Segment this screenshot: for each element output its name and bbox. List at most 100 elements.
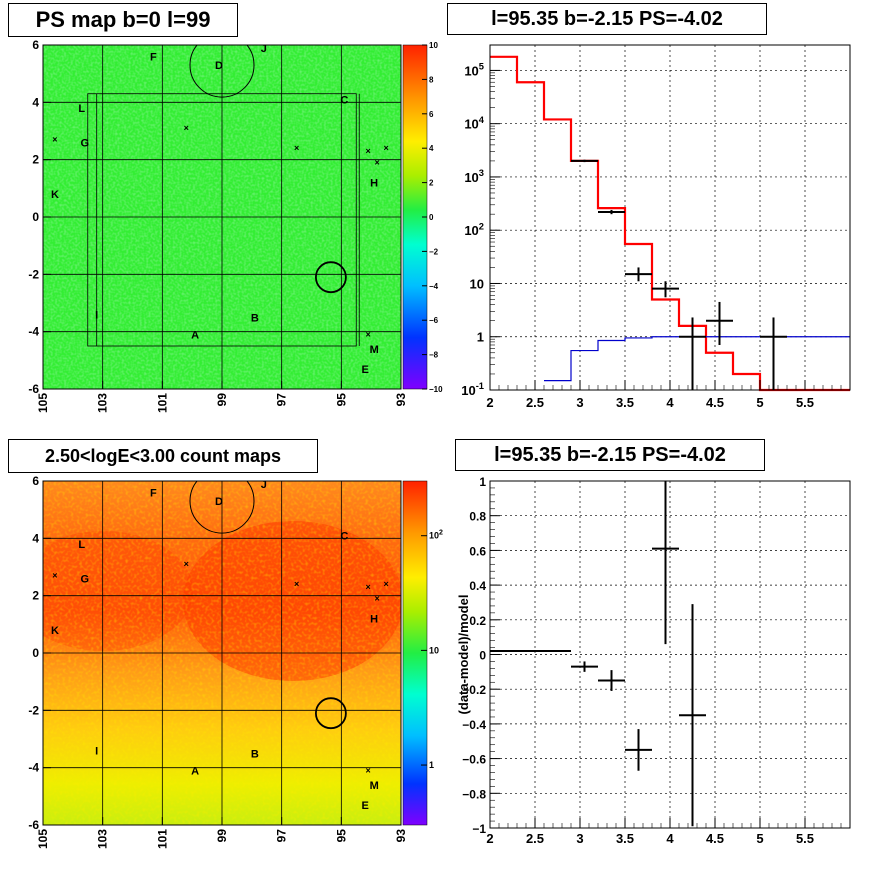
y-tick-label: 0.8 <box>469 510 486 524</box>
source-label: C <box>340 94 348 106</box>
y-tick-label: −0.8 <box>462 787 486 801</box>
map-x-tick-label: 99 <box>215 393 229 407</box>
colorbar-tick-label: 4 <box>429 144 434 153</box>
colorbar-tick-label: 2 <box>429 179 434 188</box>
x-tick-label: 4 <box>666 831 674 846</box>
source-label: L <box>78 103 85 115</box>
y-tick-label: −0.2 <box>462 683 486 697</box>
source-marker: × <box>366 582 371 592</box>
x-tick-label: 4.5 <box>706 395 724 410</box>
count-map-title: 2.50<logE<3.00 count maps <box>8 439 318 473</box>
source-label: D <box>215 60 223 72</box>
source-marker: × <box>184 123 189 133</box>
colorbar-tick-label: 6 <box>429 110 434 119</box>
source-marker: × <box>294 579 299 589</box>
map-y-tick-label: 6 <box>32 474 39 488</box>
source-marker: × <box>294 143 299 153</box>
map-y-tick-label: -2 <box>28 703 39 717</box>
map-y-tick-label: -4 <box>28 325 39 339</box>
source-label: B <box>251 748 259 760</box>
map-x-tick-label: 95 <box>334 829 348 843</box>
map-x-tick-label: 97 <box>275 829 289 843</box>
source-label: G <box>80 137 89 149</box>
map-y-tick-label: -6 <box>28 382 39 396</box>
x-tick-label: 3.5 <box>616 831 634 846</box>
source-marker: × <box>383 143 388 153</box>
source-label: M <box>370 780 379 792</box>
source-label: K <box>51 189 59 201</box>
x-tick-label: 5 <box>756 395 763 410</box>
source-label: C <box>340 530 348 542</box>
x-tick-label: 5.5 <box>796 831 814 846</box>
y-tick-label: 0 <box>479 649 486 663</box>
map-y-tick-label: -4 <box>28 761 39 775</box>
ps-map-title: PS map b=0 l=99 <box>8 3 238 37</box>
target-circle <box>314 261 347 294</box>
x-tick-label: 3 <box>576 831 583 846</box>
map-x-tick-label: 99 <box>215 829 229 843</box>
colorbar-tick-label: −10 <box>429 385 443 394</box>
y-tick-label: 102 <box>464 221 484 238</box>
source-label: M <box>370 344 379 356</box>
source-marker: × <box>366 330 371 340</box>
x-tick-label: 5 <box>756 831 763 846</box>
map-x-tick-label: 105 <box>36 829 50 849</box>
residual-title: l=95.35 b=-2.15 PS=-4.02 <box>455 439 765 471</box>
source-marker: × <box>383 579 388 589</box>
source-label: K <box>51 625 59 637</box>
map-x-tick-label: 105 <box>36 393 50 413</box>
source-label: B <box>251 312 259 324</box>
x-tick-label: 3.5 <box>616 395 634 410</box>
map-x-tick-label: 95 <box>334 393 348 407</box>
map-y-tick-label: 2 <box>32 589 39 603</box>
target-circle <box>314 697 347 730</box>
source-label: I <box>95 309 98 321</box>
x-tick-label: 2 <box>486 395 493 410</box>
spectrum-panel: 2 2.5 3 3.5 4 4.5 5 5.5 10-1 1 10 102 103 104 105 <box>461 44 851 410</box>
source-marker: × <box>366 146 371 156</box>
map-x-tick-label: 93 <box>394 393 408 407</box>
y-tick-label: −1 <box>472 822 486 836</box>
map-x-tick-label: 93 <box>394 829 408 843</box>
colorbar <box>402 480 428 826</box>
map-y-tick-label: -2 <box>28 267 39 281</box>
map-y-tick-label: 4 <box>32 531 39 545</box>
y-tick-label: 1 <box>477 330 484 345</box>
source-label: A <box>191 330 199 342</box>
step-series <box>544 336 850 382</box>
colorbar-tick-label: −2 <box>429 247 439 256</box>
y-axis-label: (data-model)/model <box>456 595 471 715</box>
map-x-tick-label: 103 <box>96 829 110 849</box>
map-y-tick-label: 4 <box>32 95 39 109</box>
map-x-tick-label: 101 <box>155 393 169 413</box>
map-y-tick-label: 0 <box>32 210 39 224</box>
source-label: J <box>261 479 267 491</box>
source-marker: × <box>52 571 57 581</box>
residual-panel: 2 2.5 3 3.5 4 4.5 5 5.5 −1 −0.8 −0.6 −0.4 −0.2 0 0.2 0.… <box>456 475 851 846</box>
source-label: A <box>191 766 199 778</box>
source-circle <box>189 45 255 98</box>
colorbar-tick-label: −8 <box>429 351 439 360</box>
source-marker: × <box>184 559 189 569</box>
map-y-tick-label: -6 <box>28 818 39 832</box>
y-tick-label: 1 <box>479 475 486 489</box>
colorbar-tick-label: 1 <box>429 760 434 770</box>
map-y-tick-label: 0 <box>32 646 39 660</box>
map-y-tick-label: 6 <box>32 38 39 52</box>
source-marker: × <box>366 766 371 776</box>
source-label: D <box>215 496 223 508</box>
x-tick-label: 2.5 <box>526 831 544 846</box>
source-label: E <box>362 364 369 376</box>
source-circle <box>189 481 255 534</box>
source-marker: × <box>52 135 57 145</box>
x-tick-label: 4 <box>666 395 674 410</box>
map-x-tick-label: 101 <box>155 829 169 849</box>
spectrum-title: l=95.35 b=-2.15 PS=-4.02 <box>447 3 767 35</box>
colorbar-tick-label: 10 <box>429 41 438 50</box>
map-x-tick-label: 103 <box>96 393 110 413</box>
source-label: H <box>370 178 378 190</box>
